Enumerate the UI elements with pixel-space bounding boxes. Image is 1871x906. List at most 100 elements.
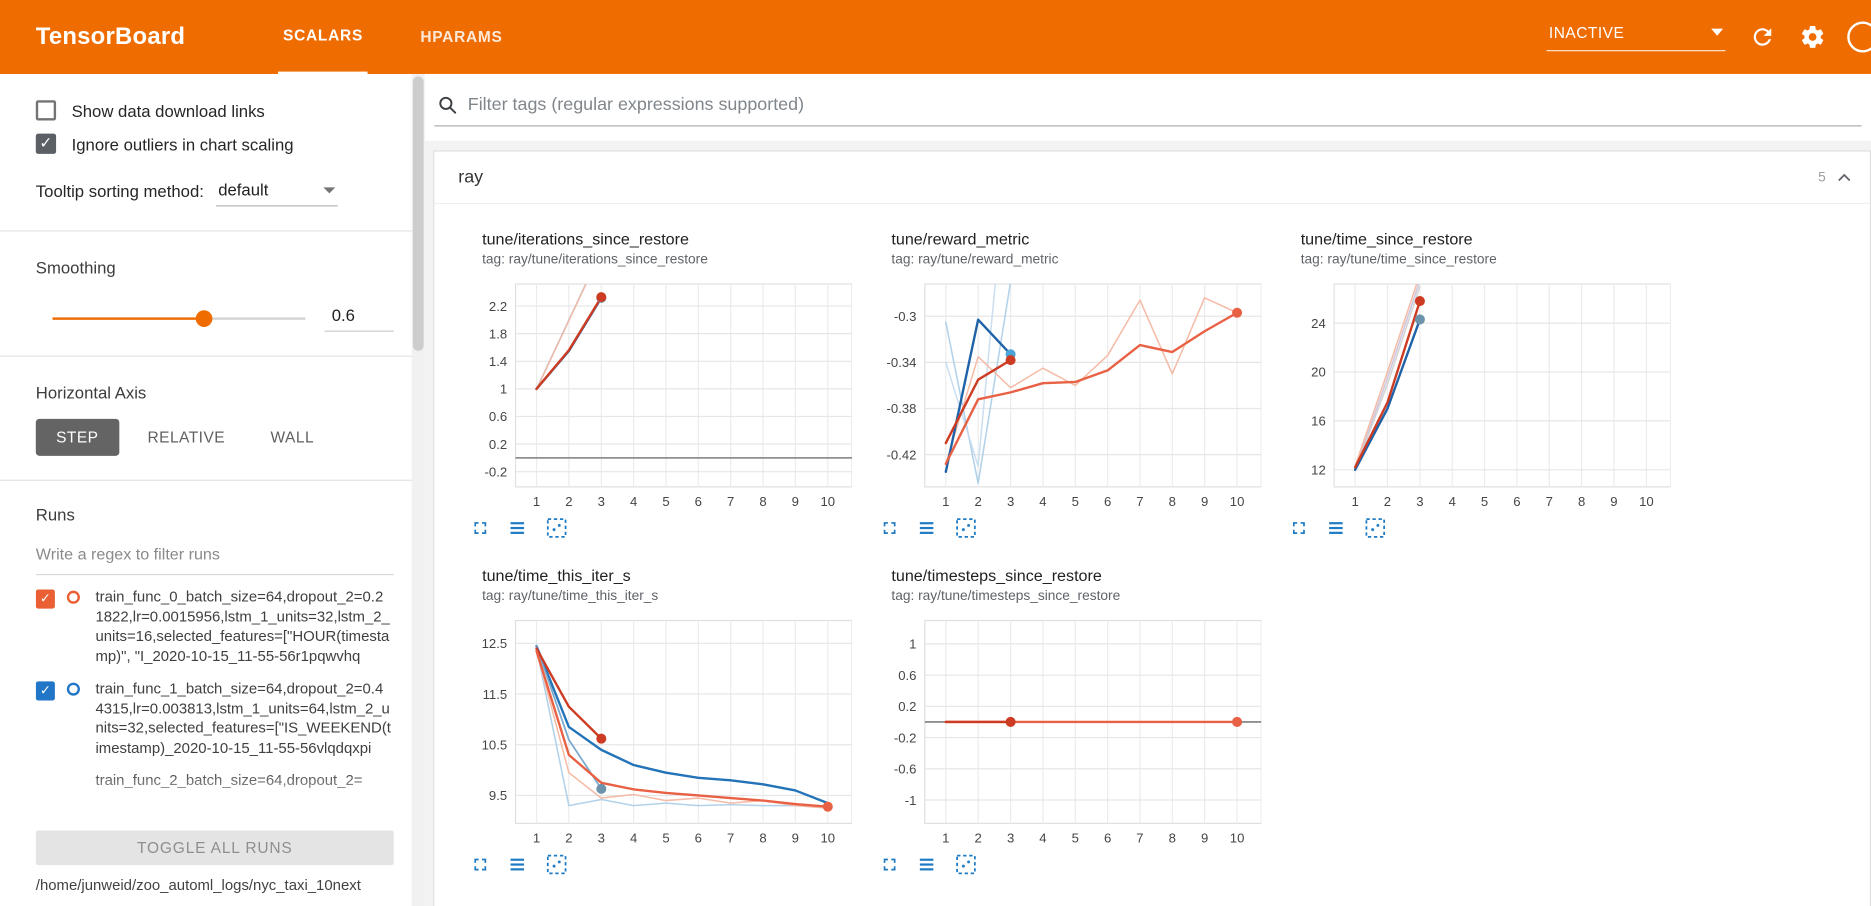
- slider-thumb[interactable]: [195, 310, 213, 327]
- show-download-links-checkbox-row[interactable]: Show data download links: [35, 100, 394, 121]
- svg-text:-0.2: -0.2: [485, 464, 508, 479]
- toggle-all-runs-button[interactable]: TOGGLE ALL RUNS: [35, 830, 394, 866]
- expand-chart-icon[interactable]: [879, 854, 899, 874]
- svg-text:3: 3: [1007, 494, 1014, 509]
- category-name: ray: [458, 167, 484, 188]
- fit-domain-icon[interactable]: [953, 852, 978, 877]
- svg-text:10: 10: [820, 830, 835, 845]
- checkbox-unchecked[interactable]: [35, 100, 57, 121]
- category-header[interactable]: ray 5: [434, 152, 1870, 205]
- svg-text:-0.34: -0.34: [887, 355, 917, 370]
- run-list-item[interactable]: ✓ train_func_1_batch_size=64,dropout_2=0…: [35, 679, 396, 758]
- fit-domain-icon[interactable]: [544, 852, 569, 877]
- runs-title: Runs: [35, 504, 75, 524]
- horizontal-axis-label: Horizontal Axis: [35, 383, 147, 403]
- expand-chart-icon[interactable]: [879, 518, 899, 538]
- svg-text:5: 5: [662, 830, 669, 845]
- svg-text:8: 8: [1169, 494, 1176, 509]
- chart-tag: tag: ray/tune/iterations_since_restore: [482, 252, 708, 268]
- svg-text:1.8: 1.8: [489, 326, 507, 341]
- log-directory-path: /home/junweid/zoo_automl_logs/nyc_taxi_1…: [35, 877, 361, 894]
- svg-text:1: 1: [909, 637, 916, 652]
- expand-chart-icon[interactable]: [470, 518, 490, 538]
- svg-text:12: 12: [1311, 463, 1326, 478]
- svg-text:5: 5: [662, 494, 669, 509]
- data-status-dropdown[interactable]: INACTIVE: [1546, 23, 1726, 51]
- svg-text:8: 8: [1169, 830, 1176, 845]
- scrollbar-thumb[interactable]: [412, 76, 424, 351]
- runs-filter-input[interactable]: [35, 535, 394, 576]
- ignore-outliers-checkbox-row[interactable]: Ignore outliers in chart scaling: [35, 133, 394, 154]
- svg-text:1: 1: [533, 830, 540, 845]
- svg-text:5: 5: [1481, 494, 1488, 509]
- chart-actions: [458, 516, 852, 541]
- chart-title: tune/reward_metric: [891, 230, 1030, 249]
- svg-text:8: 8: [759, 494, 766, 509]
- tab-scalars[interactable]: SCALARS: [278, 0, 368, 74]
- smoothing-value-input[interactable]: 0.6: [324, 305, 394, 332]
- svg-text:0.2: 0.2: [898, 699, 916, 714]
- svg-text:3: 3: [598, 830, 605, 845]
- svg-text:4: 4: [630, 494, 637, 509]
- expand-chart-icon[interactable]: [470, 854, 490, 874]
- run-list-item[interactable]: ✓ train_func_0_batch_size=64,dropout_2=0…: [35, 587, 396, 666]
- svg-text:10: 10: [820, 494, 835, 509]
- svg-text:-0.42: -0.42: [887, 447, 917, 462]
- svg-text:3: 3: [598, 494, 605, 509]
- toggle-y-axis-icon[interactable]: [916, 518, 936, 538]
- smoothing-slider[interactable]: [52, 310, 306, 327]
- svg-text:1: 1: [500, 382, 507, 397]
- help-icon[interactable]: [1847, 21, 1871, 53]
- tab-hparams[interactable]: HPARAMS: [420, 27, 503, 46]
- expand-chart-icon[interactable]: [1289, 518, 1309, 538]
- tag-filter-field[interactable]: [434, 89, 1862, 126]
- settings-gear-icon[interactable]: [1799, 24, 1825, 50]
- svg-text:9.5: 9.5: [489, 788, 507, 803]
- svg-text:12.5: 12.5: [482, 636, 508, 651]
- chart-plot: 1 2 3 4 5 6 7 8 9 10 9.5 10.5 11.5 12.5: [482, 619, 853, 845]
- tooltip-sorting-label: Tooltip sorting method:: [35, 181, 204, 201]
- category-chart-count: 5: [1818, 170, 1826, 185]
- svg-text:3: 3: [1007, 830, 1014, 845]
- tag-filter-row: [424, 73, 1871, 141]
- axis-relative-button[interactable]: RELATIVE: [147, 428, 226, 447]
- run-list: ✓ train_func_0_batch_size=64,dropout_2=0…: [35, 587, 397, 821]
- svg-text:1: 1: [533, 494, 540, 509]
- tooltip-sorting-dropdown[interactable]: default: [215, 180, 338, 207]
- slider-fill: [52, 317, 205, 320]
- svg-text:9: 9: [792, 494, 799, 509]
- run-checkbox[interactable]: ✓: [35, 589, 55, 609]
- fit-domain-icon[interactable]: [1363, 516, 1388, 541]
- svg-text:11.5: 11.5: [483, 687, 508, 702]
- svg-text:4: 4: [1039, 830, 1046, 845]
- chart-actions: [868, 516, 1262, 541]
- run-checkbox[interactable]: ✓: [35, 681, 55, 701]
- app-title: TensorBoard: [35, 23, 186, 50]
- tag-filter-input[interactable]: [467, 94, 1860, 115]
- chart-tag: tag: ray/tune/time_this_iter_s: [482, 589, 659, 604]
- run-radio-button[interactable]: [66, 682, 80, 696]
- axis-step-button[interactable]: STEP: [35, 418, 119, 456]
- settings-sidebar: Show data download links Ignore outliers…: [0, 73, 412, 906]
- run-radio-button[interactable]: [66, 590, 80, 604]
- collapse-chevron-up-icon[interactable]: [1835, 171, 1853, 184]
- svg-text:-0.38: -0.38: [887, 401, 917, 416]
- svg-text:7: 7: [727, 494, 734, 509]
- svg-text:-0.3: -0.3: [894, 309, 917, 324]
- fit-domain-icon[interactable]: [544, 516, 569, 541]
- run-list-item[interactable]: ✓ train_func_2_batch_size=64,dropout_2=: [36, 771, 396, 792]
- toggle-y-axis-icon[interactable]: [507, 854, 527, 874]
- axis-wall-button[interactable]: WALL: [270, 428, 315, 447]
- checkbox-checked[interactable]: [35, 133, 57, 154]
- fit-domain-icon[interactable]: [953, 516, 978, 541]
- toggle-y-axis-icon[interactable]: [916, 854, 936, 874]
- refresh-icon[interactable]: [1749, 24, 1775, 50]
- sidebar-scrollbar[interactable]: [411, 73, 425, 906]
- toggle-y-axis-icon[interactable]: [1326, 518, 1346, 538]
- toggle-y-axis-icon[interactable]: [507, 518, 527, 538]
- svg-text:7: 7: [1136, 494, 1143, 509]
- chart-actions: [868, 852, 1262, 877]
- chart-actions: [458, 852, 852, 877]
